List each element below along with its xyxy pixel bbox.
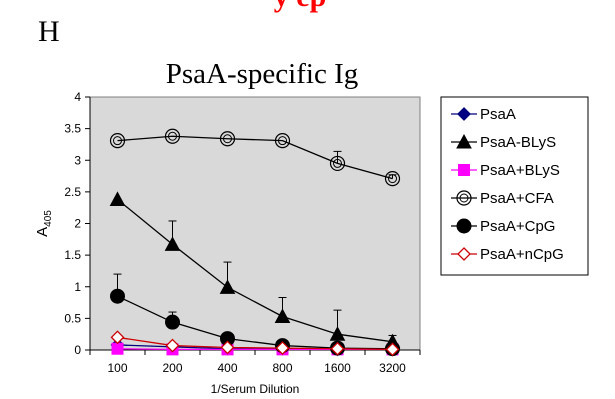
legend-box — [440, 96, 589, 276]
y-tick-label: 3.5 — [64, 122, 81, 136]
series-psaa-ncpg — [110, 330, 400, 357]
marker-ring-inner — [223, 134, 232, 144]
x-tick-label: 100 — [107, 361, 127, 375]
data-point — [109, 133, 126, 149]
data-point — [275, 341, 290, 356]
legend-marker — [456, 218, 472, 234]
y-axis-title-subscript: 405 — [43, 210, 54, 227]
legend-entry: PsaA+CFA — [451, 190, 554, 207]
data-point — [329, 155, 346, 172]
plot-area: 0 0.5 1 1.5 2 2.5 3 3.5 4 100 200 400 800 1600 3200 1/S… — [34, 90, 421, 396]
data-point — [274, 308, 291, 323]
y-axis-title-main: A — [34, 227, 51, 237]
legend-label: PsaA+CpG — [480, 218, 555, 235]
y-tick-label: 0.5 — [64, 311, 81, 325]
marker-ring-outer — [274, 133, 291, 149]
x-tick-label: 800 — [272, 361, 292, 375]
series-line — [117, 135, 393, 180]
legend-entry: PsaA+CpG — [451, 218, 555, 235]
y-axis-title: A405 — [34, 210, 54, 237]
x-tick-label: 3200 — [379, 361, 406, 375]
legend-label: PsaA-BLyS — [480, 134, 556, 151]
data-point — [219, 131, 236, 147]
marker-ring-inner — [113, 136, 122, 146]
x-tick-label: 1600 — [324, 361, 351, 375]
data-point — [164, 236, 181, 251]
series-psaa-cfa — [109, 128, 401, 187]
marker-ring-inner — [459, 193, 469, 203]
y-tick-label: 1.5 — [64, 248, 81, 262]
legend-marker — [456, 190, 472, 206]
legend-entry: PsaA+BLyS — [451, 162, 560, 179]
data-point — [330, 341, 345, 356]
legend: PsaA PsaA-BLyS PsaA+BLyS PsaA+CFA PsaA+CpG Ps… — [440, 96, 589, 276]
series-line — [117, 198, 393, 343]
marker-ring-inner — [333, 158, 342, 168]
marker-ring-outer — [219, 131, 236, 147]
marker-ring-outer — [384, 170, 401, 187]
data-point — [164, 128, 181, 144]
marker-ring-outer — [109, 133, 126, 149]
y-tick-label: 0 — [74, 343, 81, 357]
data-point — [165, 338, 180, 353]
marker-ring-outer — [164, 128, 181, 144]
data-point — [385, 342, 400, 357]
data-point — [384, 170, 401, 187]
legend-label: PsaA+BLyS — [480, 162, 560, 179]
marker-ring-inner — [278, 136, 287, 146]
y-tick-label: 4 — [74, 90, 81, 104]
panel-letter: H — [38, 15, 60, 48]
x-tick-label: 400 — [217, 361, 237, 375]
plot-background — [89, 96, 421, 351]
data-point — [110, 288, 125, 304]
legend-marker — [457, 247, 471, 261]
y-tick-label: 1 — [74, 280, 81, 294]
data-point — [111, 342, 124, 355]
data-point — [109, 191, 126, 206]
marker-ring-inner — [388, 174, 397, 184]
chart-title: PsaA-specific Ig — [166, 58, 358, 90]
x-axis-title: 1/Serum Dilution — [211, 382, 300, 396]
data-point — [329, 326, 346, 341]
data-point — [165, 314, 180, 330]
legend-label: PsaA+CFA — [480, 190, 554, 207]
legend-label: PsaA+nCpG — [480, 246, 564, 263]
cut-off-caption: y ep — [274, 0, 327, 13]
legend-marker — [457, 107, 471, 121]
series-line — [117, 336, 393, 351]
legend-marker — [456, 133, 472, 149]
legend-marker — [458, 164, 470, 176]
marker-ring-inner — [168, 131, 177, 141]
data-point — [274, 133, 291, 149]
y-tick-label: 2.5 — [64, 185, 81, 199]
y-tick-label: 2 — [74, 217, 81, 231]
marker-ring-outer — [329, 155, 346, 172]
data-point — [220, 340, 235, 355]
legend-entry: PsaA+nCpG — [451, 246, 564, 263]
data-point — [219, 279, 236, 294]
x-tick-label: 200 — [162, 361, 182, 375]
legend-label: PsaA — [480, 106, 516, 123]
legend-entry: PsaA-BLyS — [451, 133, 556, 151]
y-tick-label: 3 — [74, 153, 81, 167]
data-point — [110, 330, 125, 345]
legend-entry: PsaA — [451, 106, 516, 123]
marker-ring-outer — [456, 190, 472, 206]
